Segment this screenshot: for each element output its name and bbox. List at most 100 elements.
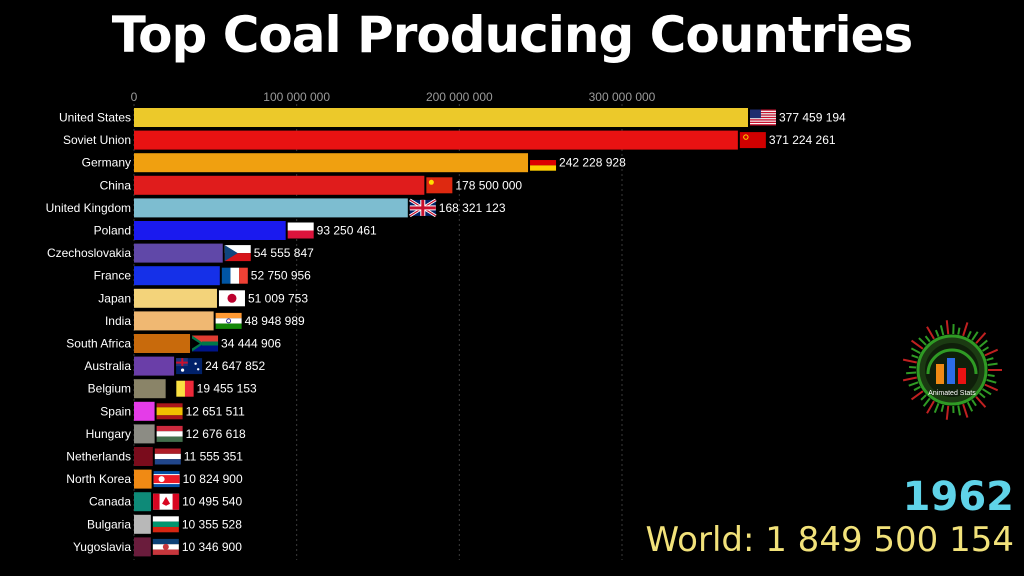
flag-part: [750, 111, 776, 114]
value-label: 51 009 753: [248, 291, 308, 305]
x-tick-label: 0: [131, 90, 138, 104]
flag-part: [743, 134, 749, 140]
flag-part: [530, 165, 557, 171]
country-label: Yugoslavia: [73, 540, 131, 554]
value-label: 48 948 989: [245, 314, 305, 328]
country-label: Spain: [100, 404, 131, 418]
bar: [134, 108, 748, 127]
flag-part: [226, 318, 232, 324]
logo-ray: [906, 371, 917, 375]
au-flag-icon: [176, 358, 203, 375]
flag-part: [192, 335, 219, 344]
country-label: Canada: [89, 495, 131, 509]
flag-part: [158, 476, 165, 483]
bar: [134, 447, 153, 466]
value-label: 93 250 461: [317, 224, 377, 238]
flag-part: [156, 436, 183, 442]
country-label: South Africa: [66, 337, 131, 351]
bar: [134, 401, 155, 421]
bar: [134, 424, 155, 444]
country-label: Hungary: [86, 427, 131, 441]
es-flag-icon: [156, 403, 183, 420]
de-flag-icon: [530, 154, 557, 171]
logo-ray: [939, 325, 945, 336]
flag-part: [426, 177, 453, 194]
jp-flag-icon: [218, 290, 245, 307]
flag-part: [750, 110, 776, 112]
flag-part: [287, 222, 314, 231]
logo-ray: [911, 354, 919, 359]
flag-part: [176, 380, 185, 397]
flag-part: [156, 403, 183, 408]
value-label: 371 224 261: [769, 133, 836, 147]
logo-ray: [966, 401, 974, 412]
kp-flag-icon: [153, 471, 180, 488]
logo-ray: [966, 330, 972, 339]
flag-part: [230, 267, 240, 284]
country-label: Netherlands: [66, 450, 131, 464]
bar: [134, 469, 152, 489]
in-flag-icon: [215, 312, 242, 329]
flag-part: [196, 368, 200, 371]
country-label: Germany: [82, 156, 131, 170]
bar: [134, 153, 529, 173]
logo-ray: [934, 329, 940, 337]
country-label: Soviet Union: [63, 133, 131, 147]
bar: [134, 356, 175, 376]
logo-ray: [910, 347, 921, 354]
logo-ray: [910, 339, 924, 350]
be-flag-icon: [167, 380, 194, 397]
logo-ray: [920, 394, 927, 401]
flag-part: [215, 323, 242, 329]
value-label: 52 750 956: [251, 269, 311, 283]
logo-ray: [986, 378, 997, 384]
x-tick-label: 100 000 000: [263, 90, 330, 104]
value-label: 10 355 528: [182, 517, 242, 531]
value-label: 10 346 900: [182, 540, 242, 554]
yu-flag-icon: [152, 538, 179, 555]
gb-flag-icon: [409, 198, 437, 218]
world-total: World: 1 849 500 154: [645, 520, 1014, 560]
flag-part: [176, 361, 188, 364]
logo-ray: [962, 403, 969, 418]
flag-part: [239, 267, 248, 284]
bar: [134, 334, 191, 353]
value-label: 168 321 123: [439, 201, 506, 215]
logo-ray: [978, 339, 988, 348]
flag-part: [162, 543, 169, 550]
bar: [134, 311, 214, 331]
flag-part: [287, 230, 314, 239]
value-label: 12 676 618: [186, 427, 246, 441]
logo-ray: [971, 399, 977, 407]
logo-ray: [975, 396, 987, 408]
flag-part: [162, 496, 171, 506]
flag-part: [750, 118, 776, 120]
logo-ray: [945, 320, 950, 335]
flag-part: [154, 453, 181, 460]
bar: [134, 221, 286, 240]
value-label: 10 495 540: [182, 495, 242, 509]
value-label: 242 228 928: [559, 156, 626, 170]
flag-part: [152, 526, 179, 533]
flag-part: [152, 538, 179, 545]
logo-ray: [986, 357, 994, 362]
bar: [134, 537, 151, 557]
value-label: 11 555 351: [184, 450, 243, 464]
flag-part: [227, 293, 237, 303]
logo-label: Animated Stats: [928, 390, 976, 397]
value-label: 12 651 511: [186, 404, 245, 418]
bar: [134, 288, 217, 308]
bar: [134, 514, 151, 534]
country-label: China: [100, 178, 132, 192]
hu-flag-icon: [156, 425, 183, 442]
flag-part: [750, 116, 776, 119]
flag-part: [156, 407, 183, 416]
logo-ray: [981, 346, 989, 352]
flag-part: [224, 245, 238, 262]
flag-part: [750, 109, 776, 111]
value-label: 24 647 852: [205, 359, 265, 373]
flag-part: [750, 114, 776, 116]
flag-part: [192, 338, 200, 349]
value-label: 34 444 906: [221, 337, 281, 351]
